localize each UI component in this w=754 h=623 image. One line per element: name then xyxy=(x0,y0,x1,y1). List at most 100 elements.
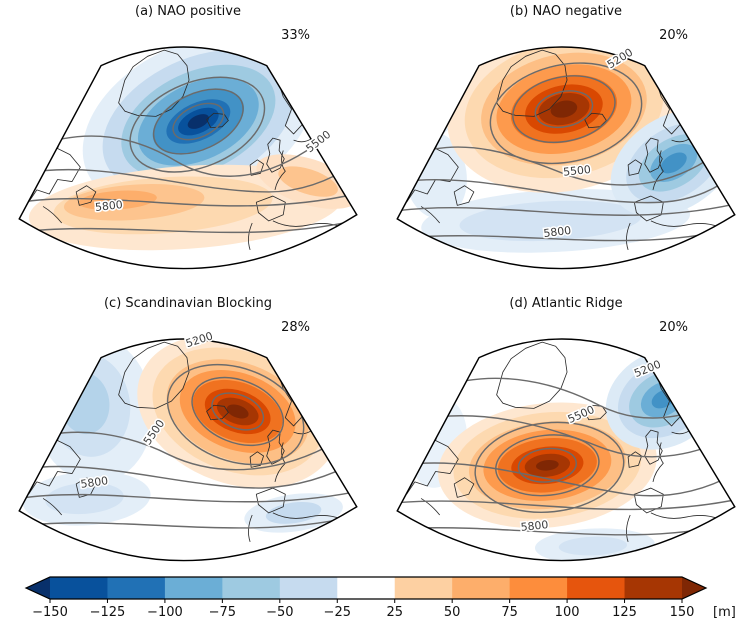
contour-label: 5800 xyxy=(520,518,549,534)
height-contour xyxy=(19,491,354,503)
anomaly-shade xyxy=(459,200,642,242)
contour-label: 5500 xyxy=(563,163,592,179)
coastline xyxy=(626,514,631,543)
anomaly-shade xyxy=(226,404,249,419)
map-boundary xyxy=(18,46,358,270)
panel-nao-negative: (b) NAO negative 20% 5200 5500 5800 xyxy=(390,2,742,292)
height-contour xyxy=(191,376,285,447)
colorbar-tick-label: 75 xyxy=(501,605,518,620)
anomaly-shade xyxy=(187,114,210,129)
colorbar-tick-label: −50 xyxy=(266,605,293,620)
coastline xyxy=(496,49,568,117)
height-contour xyxy=(512,75,616,144)
height-contour xyxy=(20,460,357,489)
height-contour xyxy=(166,363,305,466)
colorbar-segment xyxy=(337,577,396,599)
colorbar-unit-label: [m] xyxy=(713,605,736,620)
colorbar-tick-label: −100 xyxy=(147,605,183,620)
height-contour xyxy=(20,193,356,207)
height-contour xyxy=(489,62,643,165)
coastline xyxy=(118,341,190,409)
coastline xyxy=(42,498,63,516)
coastline xyxy=(274,150,286,190)
coastline xyxy=(453,477,475,498)
height-contour xyxy=(474,421,625,514)
anomaly-shade xyxy=(45,482,124,515)
coastline xyxy=(206,112,229,129)
coastline xyxy=(584,112,607,129)
height-contour xyxy=(26,220,354,234)
colorbar-tick-label: 25 xyxy=(386,605,403,620)
coastline xyxy=(584,404,607,421)
colorbar-tick-label: 100 xyxy=(555,605,580,620)
height-contour xyxy=(534,90,594,129)
height-contour xyxy=(129,76,266,173)
coastline xyxy=(75,185,97,206)
height-contour xyxy=(398,203,734,216)
coastline xyxy=(272,512,342,520)
panel-b-frequency: 20% xyxy=(659,28,688,43)
contour-label: 5800 xyxy=(543,224,572,240)
coastline xyxy=(255,195,286,222)
coastline xyxy=(652,442,664,482)
coastline xyxy=(420,498,441,516)
height-contour xyxy=(402,172,735,204)
anomaly-shade xyxy=(536,460,559,471)
colorbar-tick-label: −150 xyxy=(32,605,68,620)
coastline xyxy=(453,185,475,206)
panel-c-frequency: 28% xyxy=(281,320,310,335)
height-contour xyxy=(172,102,225,141)
coastline xyxy=(420,206,441,224)
colorbar-segment xyxy=(567,577,626,599)
colorbar-segment xyxy=(164,577,223,599)
coastline xyxy=(627,159,642,176)
coastline xyxy=(652,150,664,190)
panel-d-title: (d) Atlantic Ridge xyxy=(509,296,623,311)
coastline xyxy=(496,341,568,409)
colorbar-arrow-left xyxy=(26,577,50,599)
height-contour xyxy=(26,431,336,471)
panel-b-title: (b) NAO negative xyxy=(509,4,623,19)
coastline xyxy=(633,487,664,514)
height-contour xyxy=(400,462,735,497)
map-boundary xyxy=(396,46,736,270)
colorbar-segment xyxy=(452,577,511,599)
panel-nao-positive: (a) NAO positive 33% 5500 5800 xyxy=(12,2,364,292)
anomaly-shade xyxy=(558,536,628,556)
colorbar-tick-label: −25 xyxy=(324,605,351,620)
anomaly-shade xyxy=(265,501,322,524)
colorbar-segment xyxy=(50,577,108,599)
colorbar-segment xyxy=(107,577,166,599)
colorbar-tick-label: 150 xyxy=(670,605,695,620)
map-boundary xyxy=(396,338,736,562)
colorbar-tick-label: 50 xyxy=(444,605,461,620)
height-contour xyxy=(517,447,577,483)
height-contour xyxy=(416,415,735,458)
anomaly-shade xyxy=(278,166,338,197)
panel-c-title: (c) Scandinavian Blocking xyxy=(103,296,272,311)
coastline xyxy=(42,206,63,224)
height-contour xyxy=(412,146,724,186)
coastline xyxy=(650,512,720,520)
coastline xyxy=(255,487,286,514)
coastline xyxy=(248,222,253,251)
panel-scandinavian-blocking: (c) Scandinavian Blocking 28% 5200 5500 58… xyxy=(12,294,364,584)
colorbar-arrow-right xyxy=(682,577,706,599)
colorbar-segment xyxy=(624,577,683,599)
panel-atlantic-ridge: (d) Atlantic Ridge 20% 5200 5500 5800 xyxy=(390,294,742,584)
panel-a-frequency: 33% xyxy=(281,28,310,43)
colorbar-segment xyxy=(509,577,568,599)
height-contour xyxy=(398,499,732,511)
coastline xyxy=(650,220,720,228)
height-contour xyxy=(34,135,326,177)
height-contour xyxy=(211,392,265,431)
colorbar-tick-label: −75 xyxy=(209,605,236,620)
colorbar-segment xyxy=(394,577,453,599)
coastline xyxy=(206,404,229,421)
anomaly-shade xyxy=(550,100,578,118)
